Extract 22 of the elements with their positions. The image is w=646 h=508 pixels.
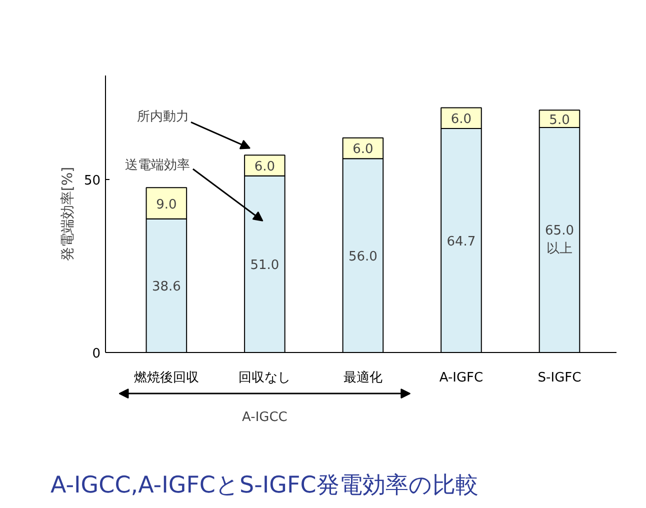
- data-label: 64.7: [446, 234, 476, 250]
- y-tick-label: 50: [84, 173, 101, 188]
- text: 送電端効率: [125, 157, 190, 174]
- x-tick-label: 最適化: [343, 370, 382, 386]
- data-label: 9.0: [156, 197, 177, 212]
- text: A-IGCC: [242, 410, 288, 425]
- data-label: 5.0: [549, 112, 570, 128]
- data-label: 51.0: [250, 258, 280, 274]
- text: A-IGCC,A-IGFCとS-IGFC発電効率の比較: [50, 472, 478, 498]
- x-tick-label: 回収なし: [238, 370, 291, 386]
- text: 所内動力: [136, 110, 189, 125]
- data-label: 56.0: [348, 250, 378, 265]
- x-tick-label: A-IGFC: [439, 370, 484, 386]
- data-label: 38.6: [152, 280, 181, 295]
- data-label: 6.0: [450, 112, 472, 128]
- x-tick-label: 燃焼後回収: [134, 370, 199, 386]
- x-tick-label: S-IGFC: [538, 370, 582, 386]
- data-label: 6.0: [352, 142, 374, 158]
- data-label: 65.0 以上: [545, 223, 574, 256]
- y-axis-title: 発電端効率[%]: [60, 166, 76, 262]
- data-label: 6.0: [254, 160, 276, 175]
- y-tick-label: 0: [92, 346, 101, 362]
